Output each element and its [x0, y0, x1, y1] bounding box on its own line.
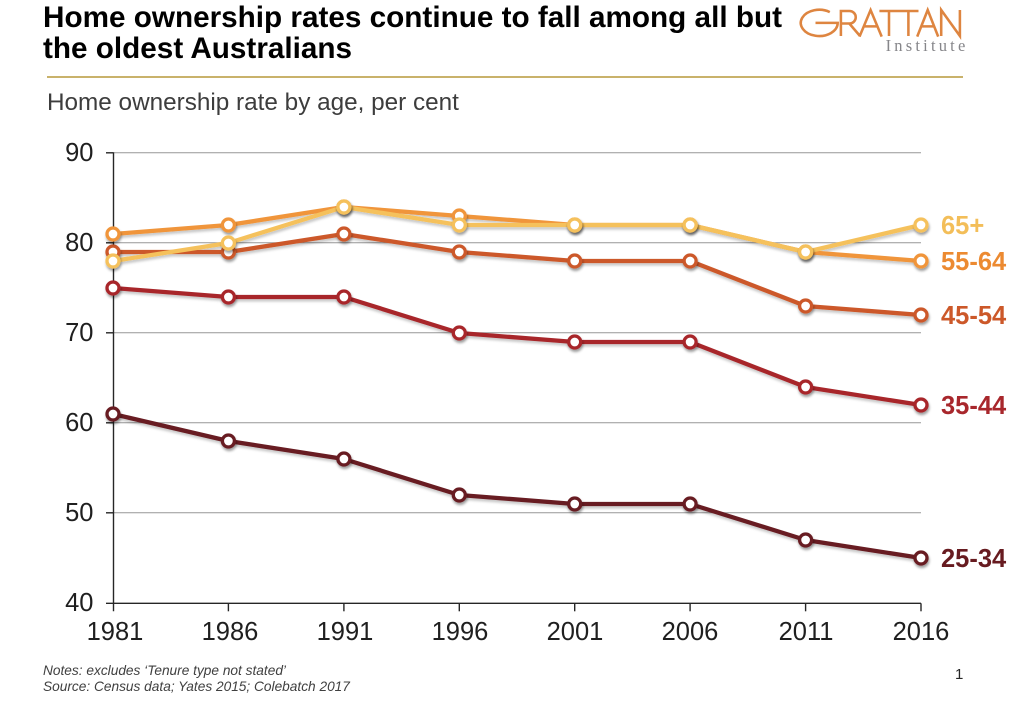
svg-text:1996: 1996 [432, 618, 489, 646]
svg-text:Institute: Institute [886, 36, 969, 55]
svg-text:1986: 1986 [202, 618, 259, 646]
svg-text:90: 90 [65, 139, 93, 167]
svg-text:35-44: 35-44 [941, 392, 1007, 420]
svg-text:1981: 1981 [87, 618, 144, 646]
svg-text:45-54: 45-54 [941, 302, 1007, 330]
svg-text:2016: 2016 [893, 618, 950, 646]
svg-text:2006: 2006 [662, 618, 719, 646]
svg-text:2001: 2001 [547, 618, 604, 646]
svg-text:25-34: 25-34 [941, 545, 1007, 573]
svg-text:80: 80 [65, 229, 93, 257]
svg-text:1991: 1991 [317, 618, 374, 646]
svg-text:60: 60 [65, 409, 93, 437]
svg-text:55-64: 55-64 [941, 248, 1007, 276]
svg-text:70: 70 [65, 319, 93, 347]
svg-text:50: 50 [65, 499, 93, 527]
svg-text:40: 40 [65, 589, 93, 617]
svg-text:65+: 65+ [941, 212, 984, 240]
svg-text:2011: 2011 [779, 618, 834, 646]
